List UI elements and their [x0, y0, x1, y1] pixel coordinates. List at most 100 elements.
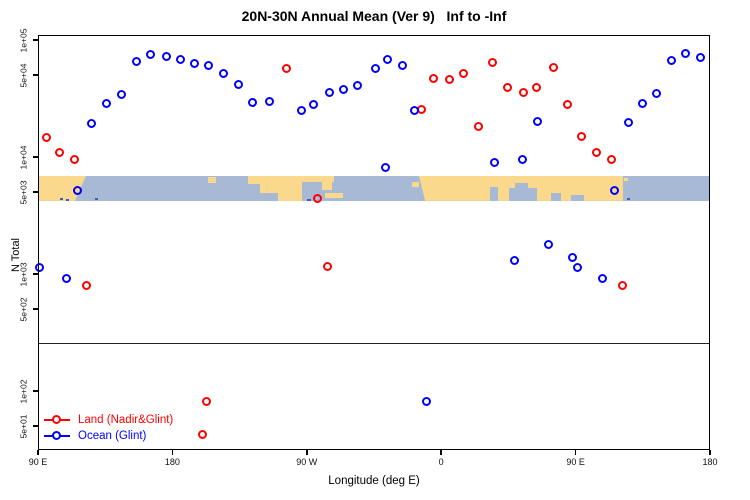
- data-point: [397, 60, 407, 70]
- data-point: [116, 89, 126, 99]
- y-tick-mark: [33, 74, 38, 76]
- data-point: [548, 63, 558, 73]
- plot-border: [38, 35, 710, 450]
- data-point: [201, 397, 211, 407]
- map-land: [412, 181, 419, 187]
- data-point: [591, 148, 601, 158]
- data-point: [281, 64, 291, 74]
- data-point: [597, 274, 607, 284]
- data-point: [370, 64, 380, 74]
- data-point: [638, 98, 648, 108]
- data-point: [248, 97, 258, 107]
- data-point: [543, 239, 553, 249]
- y-tick-label: 5e+02: [18, 297, 29, 322]
- data-point: [175, 54, 185, 64]
- data-point: [488, 57, 498, 67]
- data-point: [533, 116, 543, 126]
- map-ocean: [509, 187, 537, 201]
- data-point: [73, 185, 83, 195]
- data-point: [131, 57, 141, 67]
- data-point: [312, 193, 322, 203]
- map-island: [627, 197, 630, 200]
- map-ocean: [490, 186, 498, 201]
- map-island: [60, 197, 63, 200]
- x-tick-mark: [440, 450, 442, 455]
- data-point: [519, 87, 529, 97]
- data-point: [161, 52, 171, 62]
- data-point: [81, 280, 91, 290]
- data-point: [309, 100, 319, 110]
- legend-label: Ocean (Glint): [78, 429, 147, 442]
- data-point: [233, 80, 243, 90]
- x-tick-mark: [171, 450, 174, 455]
- map-land: [296, 175, 334, 182]
- chart-title: 20N-30N Annual Mean (Ver 9) Inf to -Inf: [241, 8, 507, 24]
- data-point: [503, 83, 513, 93]
- data-point: [353, 80, 363, 90]
- data-point: [518, 155, 528, 165]
- data-point: [198, 429, 208, 439]
- x-tick-label: 90 W: [296, 457, 318, 467]
- map-island: [307, 198, 311, 201]
- map-island: [95, 197, 98, 200]
- separator-line: [38, 343, 710, 345]
- map-land: [325, 192, 343, 198]
- x-tick-mark: [574, 450, 577, 455]
- data-point: [576, 132, 586, 142]
- data-point: [623, 117, 633, 127]
- y-tick-mark: [33, 273, 38, 275]
- data-point: [618, 280, 628, 290]
- y-tick-mark: [33, 156, 38, 158]
- map-land: [248, 175, 279, 184]
- x-axis-label: Longitude (deg E): [328, 475, 420, 487]
- data-point: [54, 148, 64, 158]
- data-point: [41, 133, 51, 143]
- data-point: [609, 185, 619, 195]
- legend-item-ocean: Ocean (Glint): [44, 428, 173, 444]
- data-point: [296, 106, 306, 116]
- data-point: [383, 54, 393, 64]
- y-tick-mark: [33, 191, 38, 193]
- map-band: [38, 175, 710, 202]
- data-point: [86, 119, 96, 129]
- x-tick-mark: [306, 450, 308, 455]
- y-tick-mark: [33, 425, 38, 427]
- data-point: [69, 155, 79, 165]
- map-ocean: [515, 182, 528, 189]
- map-land: [624, 177, 628, 181]
- data-point: [428, 73, 438, 83]
- x-tick-mark: [37, 450, 39, 455]
- x-tick-label: 180: [164, 457, 180, 467]
- data-point: [219, 69, 229, 79]
- data-point: [421, 397, 431, 407]
- x-tick-label: 90 E: [28, 457, 48, 467]
- data-point: [489, 158, 499, 168]
- y-tick-mark: [33, 308, 38, 310]
- data-point: [562, 99, 572, 109]
- data-point: [606, 155, 616, 165]
- y-tick-label: 5e+01: [18, 414, 29, 439]
- data-point: [474, 122, 484, 132]
- legend: Land (Nadir&Glint) Ocean (Glint): [44, 412, 173, 444]
- legend-label: Land (Nadir&Glint): [78, 413, 174, 426]
- ocean-series-marker-icon: [44, 431, 70, 441]
- data-point: [667, 55, 677, 65]
- data-point: [681, 48, 691, 58]
- data-point: [380, 163, 390, 173]
- y-tick-label: 5e+04: [18, 63, 29, 88]
- data-point: [322, 261, 332, 271]
- y-tick-mark: [33, 39, 38, 41]
- data-point: [459, 69, 469, 79]
- data-point: [444, 74, 454, 84]
- x-tick-label: 90 E: [566, 457, 585, 467]
- data-point: [101, 98, 111, 108]
- data-point: [652, 88, 662, 98]
- map-ocean: [571, 194, 584, 201]
- data-point: [531, 82, 541, 92]
- data-point: [339, 85, 349, 95]
- data-point: [409, 106, 419, 116]
- map-ocean: [551, 192, 561, 201]
- data-point: [34, 263, 44, 273]
- data-point: [509, 255, 519, 265]
- data-point: [572, 262, 582, 272]
